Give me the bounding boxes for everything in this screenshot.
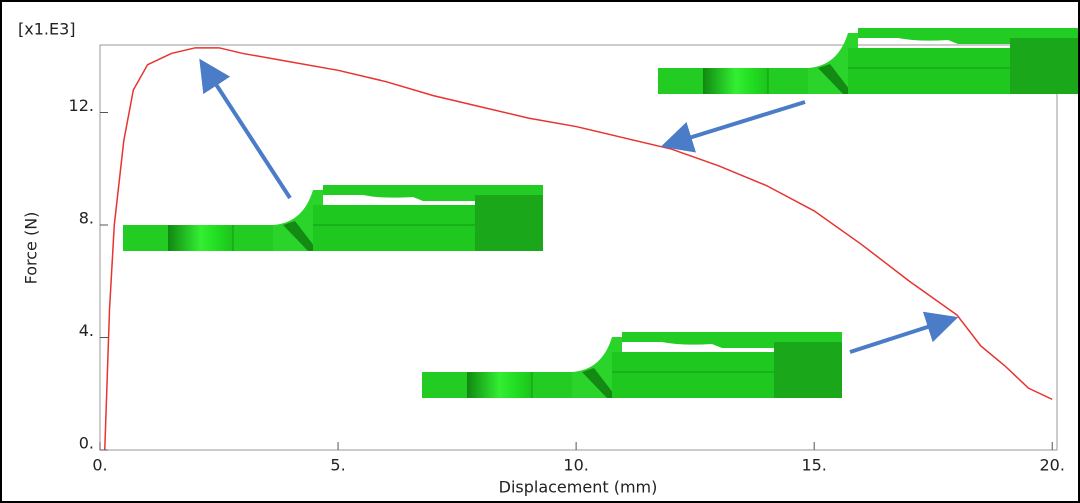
- x-tick-label: 20.: [1040, 456, 1065, 475]
- arrow: [676, 102, 805, 142]
- chart: [x1.E3] Displacement (mm) Force (N) 0. 5.…: [0, 0, 1080, 503]
- y-tick-label: 8.: [79, 209, 94, 228]
- inset-part: [123, 185, 543, 251]
- x-tick-label: 5.: [330, 456, 345, 475]
- y-tick-label: 4.: [79, 321, 94, 340]
- inset-part: [422, 332, 842, 398]
- y-axis-label: Force (N): [22, 212, 41, 285]
- x-tick-label: 10.: [563, 456, 588, 475]
- inset-part: [658, 28, 1078, 94]
- insets: [123, 28, 1078, 398]
- x-tick-label: 15.: [801, 456, 826, 475]
- arrow: [208, 72, 290, 198]
- y-tick-label: 12.: [69, 96, 94, 115]
- y-multiplier: [x1.E3]: [18, 20, 76, 39]
- x-tick-label: 0.: [92, 456, 107, 475]
- arrow: [850, 322, 943, 352]
- x-axis-label: Displacement (mm): [499, 478, 658, 497]
- y-tick-label: 0.: [79, 434, 94, 453]
